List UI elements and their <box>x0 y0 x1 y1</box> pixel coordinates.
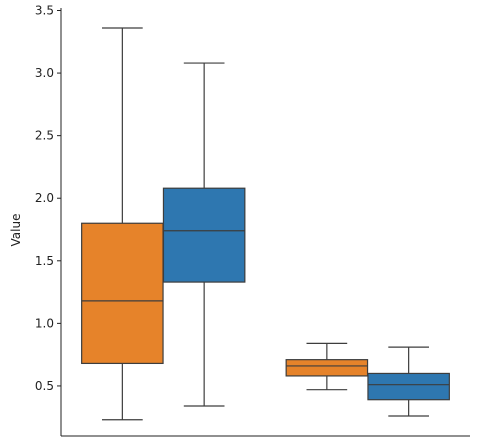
y-tick-label: 1.0 <box>35 316 54 330</box>
y-tick-label: 2.0 <box>35 191 54 205</box>
box-1-1 <box>81 27 164 421</box>
y-tick-label: 2.5 <box>35 129 54 143</box>
y-tick-label: 1.5 <box>35 254 54 268</box>
y-tick-label: 3.0 <box>35 66 54 80</box>
box-iqr <box>285 359 369 377</box>
box-1-2 <box>162 62 246 407</box>
plot-area <box>81 27 450 421</box>
box-2-1 <box>285 342 369 391</box>
box-iqr <box>367 372 450 401</box>
y-tick-label: 0.5 <box>35 379 54 393</box>
y-axis-label: Value <box>9 214 23 247</box>
y-tick-label: 3.5 <box>35 4 54 18</box>
box-iqr <box>162 187 246 283</box>
box-2-2 <box>367 346 450 417</box>
box-iqr <box>81 222 164 365</box>
y-axis: 0.5 1.0 1.5 2.0 2.5 3.0 3.5 <box>35 4 62 436</box>
